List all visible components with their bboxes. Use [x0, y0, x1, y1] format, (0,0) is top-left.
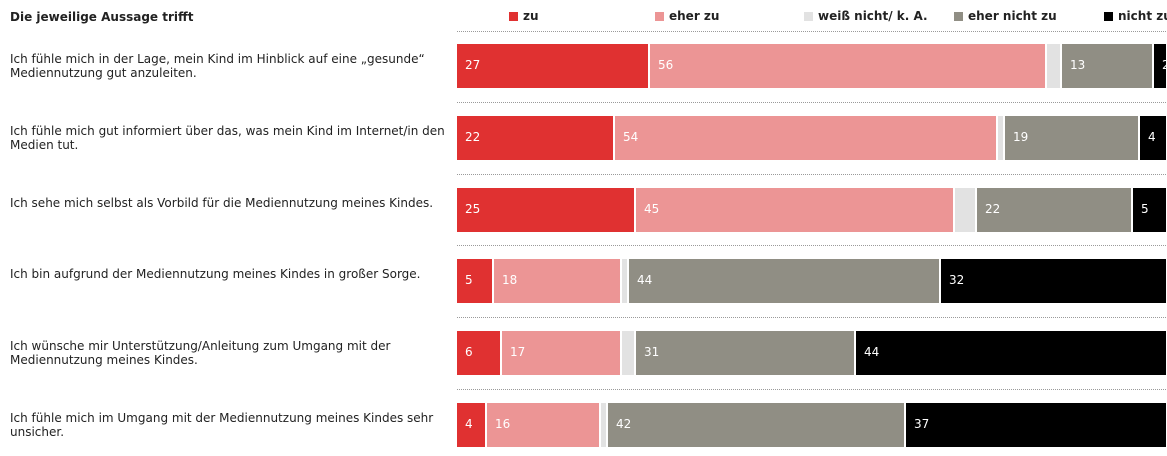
- data-label: 45: [644, 202, 660, 216]
- bar-segment-eher-zu: 17: [500, 331, 620, 375]
- bar-segment-nicht-zu: 5: [1131, 188, 1166, 232]
- data-label: 27: [465, 58, 481, 72]
- bar-segment-eher-nicht-zu: 22: [975, 188, 1131, 232]
- data-label: 4: [1148, 130, 1156, 144]
- data-label: 37: [914, 417, 930, 431]
- data-label: 13: [1070, 58, 1086, 72]
- row-divider: [457, 245, 1166, 246]
- legend-item-eher-zu: eher zu: [655, 9, 719, 23]
- data-label: 6: [465, 345, 473, 359]
- legend-swatch: [954, 11, 963, 21]
- data-label: 17: [510, 345, 526, 359]
- bar-segment-eher-nicht-zu: 42: [606, 403, 904, 447]
- bar-segment-weiss-nicht: [1045, 44, 1060, 88]
- legend-label: weiß nicht/ k. A.: [818, 9, 928, 23]
- bar-row: 27 56 13 2: [457, 44, 1167, 88]
- bar-segment-nicht-zu: 37: [904, 403, 1166, 447]
- bar-segment-zu: 22: [457, 116, 613, 160]
- legend-label: nicht zu: [1118, 9, 1167, 23]
- row-divider: [457, 31, 1166, 32]
- legend-swatch: [1104, 11, 1113, 21]
- row-label: Ich wünsche mir Unterstützung/Anleitung …: [10, 339, 391, 367]
- legend-item-nicht-zu: nicht zu: [1104, 9, 1167, 23]
- legend-item-weiss-nicht: weiß nicht/ k. A.: [804, 9, 928, 23]
- bar-row: 6 17 31 44: [457, 331, 1166, 375]
- data-label: 44: [864, 345, 880, 359]
- bar-segment-nicht-zu: 44: [854, 331, 1166, 375]
- data-label: 18: [502, 273, 518, 287]
- bar-segment-eher-zu: 18: [492, 259, 620, 303]
- bar-segment-zu: 25: [457, 188, 634, 232]
- bar-segment-weiss-nicht: [599, 403, 606, 447]
- legend-label: eher nicht zu: [968, 9, 1057, 23]
- data-label: 44: [637, 273, 653, 287]
- data-label: 22: [465, 130, 481, 144]
- data-label: 32: [949, 273, 965, 287]
- row-label: Ich fühle mich im Umgang mit der Medienn…: [10, 411, 434, 439]
- data-label: 5: [1141, 202, 1149, 216]
- bar-segment-zu: 27: [457, 44, 648, 88]
- data-label: 2: [1162, 58, 1167, 72]
- data-label: 31: [644, 345, 660, 359]
- data-label: 4: [465, 417, 473, 431]
- legend-swatch: [655, 11, 664, 21]
- bar-segment-weiss-nicht: [620, 259, 627, 303]
- data-label: 54: [623, 130, 639, 144]
- bar-segment-nicht-zu: 4: [1138, 116, 1166, 160]
- row-label: Ich bin aufgrund der Mediennutzung meine…: [10, 267, 421, 281]
- bar-segment-weiss-nicht: [620, 331, 634, 375]
- bar-segment-eher-zu: 54: [613, 116, 996, 160]
- row-label: Ich fühle mich in der Lage, mein Kind im…: [10, 52, 425, 80]
- legend-swatch: [509, 11, 518, 21]
- data-label: 22: [985, 202, 1001, 216]
- bar-segment-zu: 4: [457, 403, 485, 447]
- bar-segment-zu: 5: [457, 259, 492, 303]
- bar-row: 5 18 44 32: [457, 259, 1166, 303]
- bar-segment-weiss-nicht: [953, 188, 975, 232]
- row-label: Ich sehe mich selbst als Vorbild für die…: [10, 196, 434, 210]
- bar-segment-eher-nicht-zu: 19: [1003, 116, 1138, 160]
- data-label: 16: [495, 417, 511, 431]
- data-label: 42: [616, 417, 632, 431]
- legend-swatch: [804, 11, 813, 21]
- legend-label: zu: [523, 9, 539, 23]
- bar-segment-nicht-zu: 32: [939, 259, 1166, 303]
- legend-item-zu: zu: [509, 9, 539, 23]
- legend-label: eher zu: [669, 9, 720, 23]
- bar-segment-eher-zu: 16: [485, 403, 599, 447]
- data-label: 5: [465, 273, 473, 287]
- row-divider: [457, 317, 1166, 318]
- bar-row: 25 45 22 5: [457, 188, 1166, 232]
- bar-row: 22 54 19 4: [457, 116, 1166, 160]
- bar-segment-eher-nicht-zu: 31: [634, 331, 854, 375]
- bar-segment-weiss-nicht: [996, 116, 1003, 160]
- row-divider: [457, 174, 1166, 175]
- bar-segment-eher-zu: 56: [648, 44, 1045, 88]
- row-label: Ich fühle mich gut informiert über das, …: [10, 124, 445, 152]
- bar-segment-zu: 6: [457, 331, 500, 375]
- data-label: 56: [658, 58, 674, 72]
- bar-segment-eher-nicht-zu: 44: [627, 259, 939, 303]
- chart-header-title: Die jeweilige Aussage trifft: [10, 10, 194, 24]
- data-label: 25: [465, 202, 481, 216]
- chart-legend: zu eher zu weiß nicht/ k. A. eher nicht zu n…: [0, 9, 1167, 25]
- legend-item-eher-nicht-zu: eher nicht zu: [954, 9, 1057, 23]
- row-divider: [457, 389, 1166, 390]
- row-divider: [457, 102, 1166, 103]
- bar-segment-nicht-zu: 2: [1152, 44, 1167, 88]
- bar-segment-eher-zu: 45: [634, 188, 953, 232]
- bar-row: 4 16 42 37: [457, 403, 1166, 447]
- data-label: 19: [1013, 130, 1029, 144]
- bar-segment-eher-nicht-zu: 13: [1060, 44, 1152, 88]
